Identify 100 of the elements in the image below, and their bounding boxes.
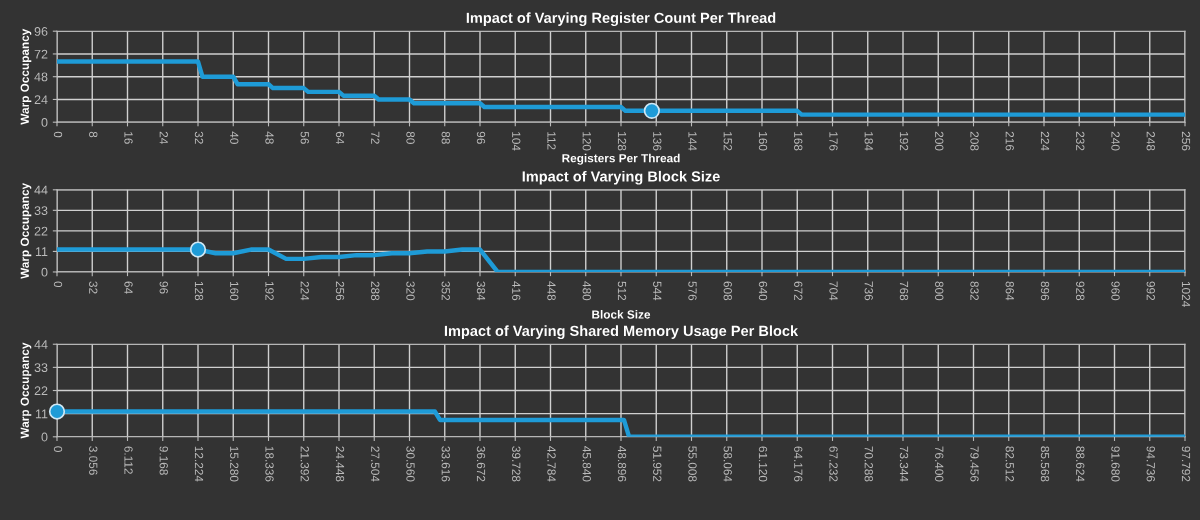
chart-title: Impact of Varying Register Count Per Thread [466,12,776,26]
x-tick-label: 32 [194,131,204,144]
x-tick-label: 56 [300,131,309,144]
chart-title: Impact of Varying Shared Memory Usage Per Block [444,325,799,339]
x-tick-label: 76.400 [935,446,944,482]
x-tick-label: 27.504 [371,446,380,482]
x-tick-label: 112 [547,132,556,150]
x-tick-label: 40 [230,131,239,144]
x-tick-label: 64.176 [794,446,803,482]
x-tick-label: 39.728 [512,446,521,482]
x-tick-label: 30.560 [406,446,415,482]
x-tick-label: 928 [1076,281,1085,301]
y-tick-label: 44 [34,340,48,349]
x-tick-label: 232 [1076,131,1085,151]
x-tick-label: 55.008 [688,446,697,482]
x-tick-label: 24 [159,131,168,145]
x-tick-label: 864 [1005,281,1014,301]
x-tick-label: 12.224 [194,446,204,482]
x-tick-label: 160 [758,132,768,151]
y-tick-label: 44 [34,185,48,195]
x-tick-label: 672 [794,281,803,301]
x-tick-label: 80 [406,131,415,144]
x-tick-label: 768 [899,281,909,301]
x-tick-label: 960 [1111,281,1120,301]
x-tick-label: 448 [547,281,556,301]
x-tick-label: 480 [582,281,591,301]
y-tick-label: 0 [41,118,48,127]
x-tick-label: 224 [300,281,309,301]
y-tick-label: 48 [34,72,48,82]
x-tick-label: 168 [794,132,803,151]
x-tick-label: 120 [582,132,591,151]
x-tick-label: 216 [1005,131,1014,151]
x-tick-label: 97.792 [1181,446,1191,482]
x-tick-label: 992 [1146,281,1155,301]
x-tick-label: 6.112 [124,446,133,474]
x-tick-label: 51.952 [653,446,662,482]
x-tick-label: 0 [53,281,63,288]
x-tick-label: 96 [159,281,168,294]
x-axis-title: Registers Per Thread [562,153,680,165]
x-tick-label: 21.392 [300,446,309,482]
x-tick-label: 91.680 [1111,446,1120,482]
x-tick-label: 3.056 [89,446,98,475]
x-tick-label: 73.344 [899,446,909,482]
x-tick-label: 160 [230,281,239,301]
x-tick-label: 240 [1111,131,1120,151]
x-tick-label: 48.896 [617,446,627,482]
x-tick-label: 416 [512,281,521,301]
x-tick-label: 544 [653,281,662,301]
x-tick-label: 384 [476,281,486,301]
x-tick-label: 42.784 [547,446,556,482]
x-tick-label: 79.456 [970,446,979,482]
y-tick-label: 11 [35,409,48,419]
x-tick-label: 72 [371,131,380,144]
x-tick-label: 800 [935,281,944,301]
x-tick-label: 64 [335,131,345,145]
x-tick-label: 704 [829,281,838,301]
x-tick-label: 82.512 [1005,446,1014,482]
x-axis-title: Block Size [592,310,651,319]
y-tick-label: 33 [34,206,48,215]
x-tick-label: 576 [688,281,697,301]
x-tick-label: 128 [194,281,204,301]
x-tick-label: 256 [335,281,345,301]
chart-title: Impact of Varying Block Size [522,170,720,185]
x-tick-label: 224 [1040,131,1050,151]
x-tick-label: 16 [124,132,133,144]
x-tick-label: 32 [89,281,98,294]
x-tick-label: 832 [970,281,979,301]
y-tick-label: 24 [34,95,48,104]
x-tick-label: 36.672 [476,446,486,482]
x-tick-label: 736 [864,281,873,301]
x-tick-label: 61.120 [758,446,768,482]
x-tick-label: 896 [1040,281,1050,301]
x-tick-label: 67.232 [829,446,838,482]
x-tick-label: 256 [1181,131,1191,151]
x-tick-label: 200 [935,131,944,151]
x-tick-label: 104 [512,132,521,151]
x-tick-label: 88 [441,131,450,144]
line-series [57,59,1185,117]
x-tick-label: 136 [653,132,662,151]
x-tick-label: 144 [688,132,697,151]
x-tick-label: 88.624 [1076,446,1085,482]
x-tick-label: 152 [723,132,732,151]
x-tick-label: 0 [53,131,63,138]
y-tick-label: 0 [41,267,48,277]
x-tick-label: 96 [476,131,486,144]
x-tick-label: 608 [723,281,732,301]
x-tick-label: 1024 [1181,281,1191,307]
x-tick-label: 48 [265,131,274,144]
x-tick-label: 320 [406,281,415,301]
y-tick-label: 22 [34,386,48,396]
y-tick-label: 33 [34,363,48,373]
x-tick-label: 24.448 [335,446,345,482]
x-tick-label: 94.736 [1146,446,1155,482]
y-axis-title: Warp Occupancy [20,342,32,439]
x-tick-label: 288 [371,281,380,301]
x-tick-label: 0 [53,446,63,452]
x-tick-label: 352 [441,281,450,301]
x-tick-label: 128 [617,132,627,151]
x-tick-label: 208 [970,131,979,151]
y-tick-label: 11 [35,247,48,256]
